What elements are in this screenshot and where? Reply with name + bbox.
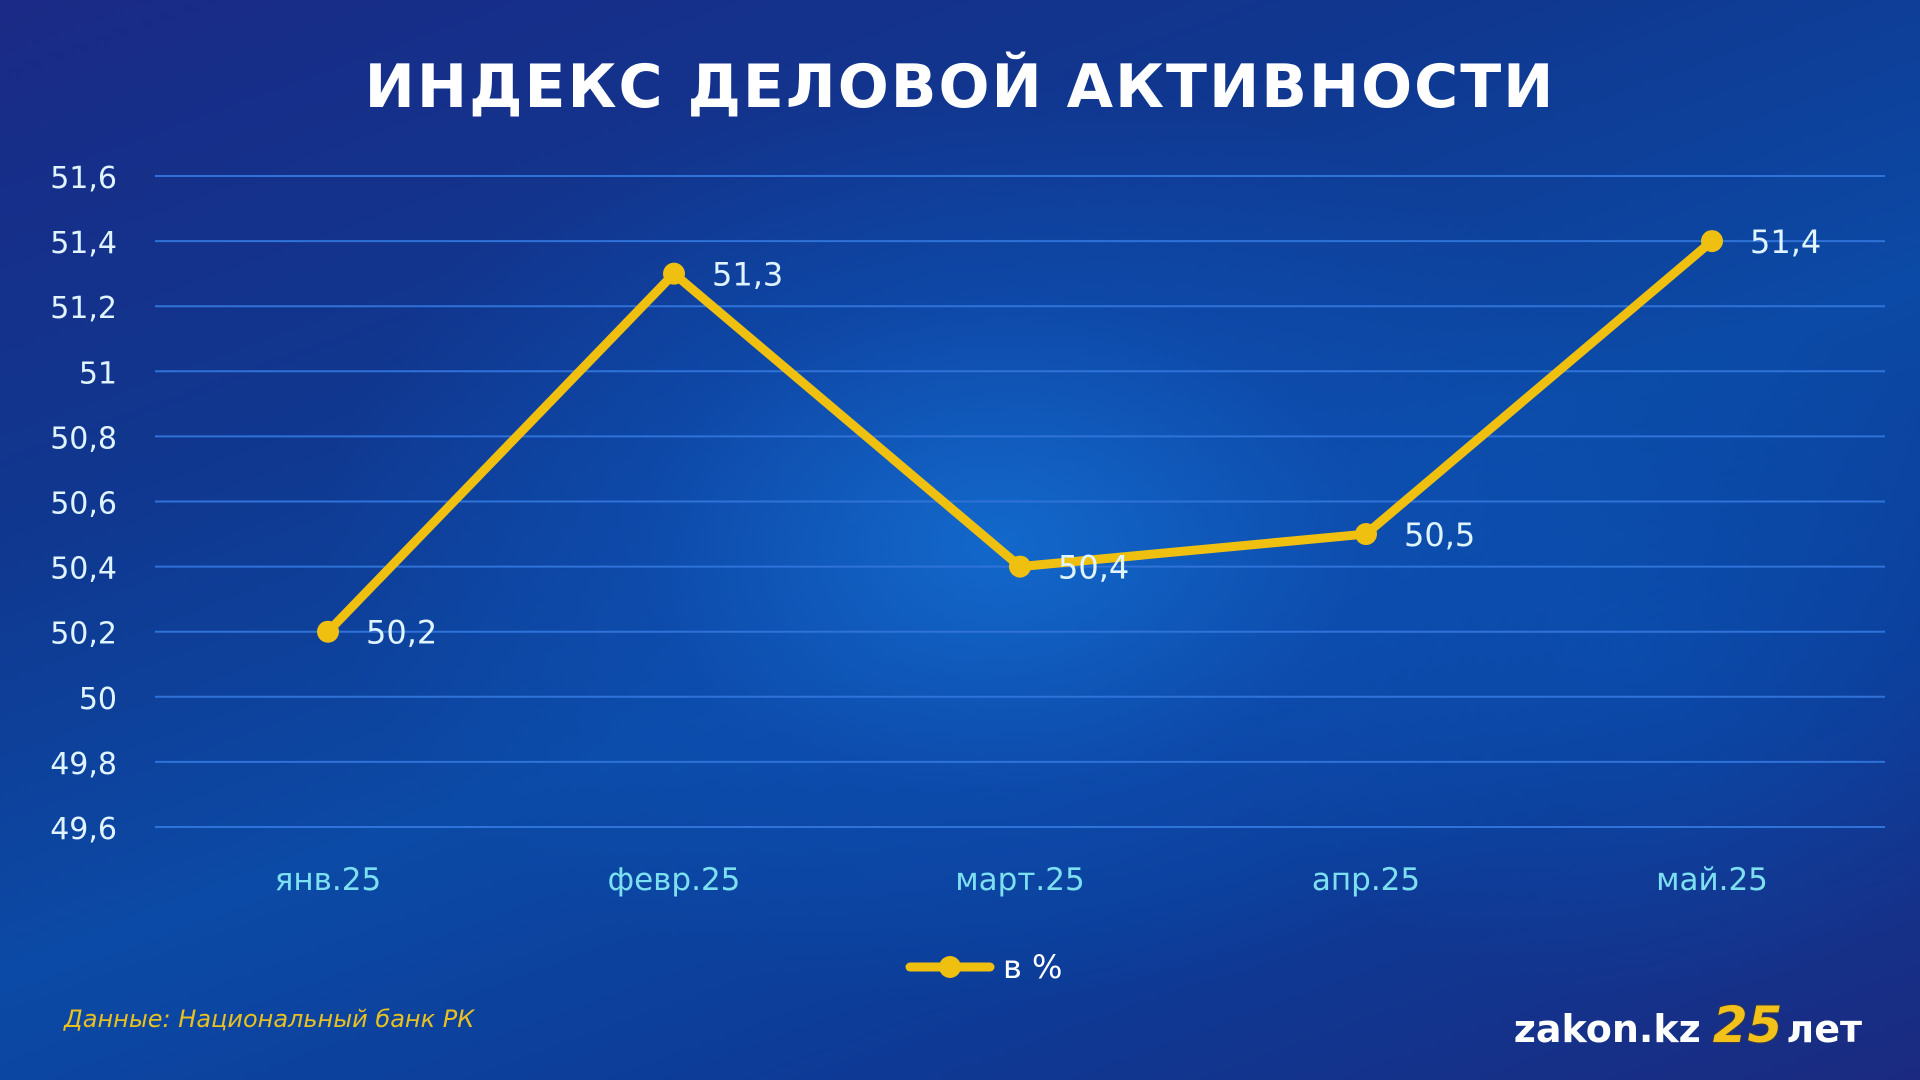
data-label: 51,3 xyxy=(712,256,783,294)
y-tick-label: 51,6 xyxy=(50,161,117,196)
x-tick-label: март.25 xyxy=(955,862,1084,898)
x-tick-label: май.25 xyxy=(1656,862,1768,898)
y-tick-label: 51,4 xyxy=(50,226,117,261)
y-tick-label: 51,2 xyxy=(50,291,117,326)
data-label: 50,4 xyxy=(1058,549,1129,587)
x-tick-label: февр.25 xyxy=(608,862,741,898)
data-point xyxy=(317,620,339,643)
legend-label: в % xyxy=(1003,948,1062,986)
y-tick-label: 50 xyxy=(79,682,117,717)
y-tick-label: 49,8 xyxy=(50,747,117,782)
y-tick-label: 50,6 xyxy=(50,487,117,522)
y-tick-label: 49,6 xyxy=(50,812,117,847)
x-tick-label: янв.25 xyxy=(275,862,382,898)
data-point xyxy=(663,262,685,285)
y-tick-label: 50,8 xyxy=(50,421,117,456)
data-label: 50,5 xyxy=(1404,516,1475,554)
anniversary-word: лет xyxy=(1786,1007,1862,1051)
chart-title: ИНДЕКС ДЕЛОВОЙ АКТИВНОСТИ xyxy=(364,52,1556,122)
y-tick-label: 50,4 xyxy=(50,552,117,587)
x-tick-label: апр.25 xyxy=(1312,862,1420,898)
data-point xyxy=(1009,555,1031,578)
data-label: 51,4 xyxy=(1750,223,1821,261)
data-point xyxy=(1355,523,1377,546)
y-tick-label: 51 xyxy=(79,356,117,391)
brand-name: zakon.kz xyxy=(1513,1007,1701,1051)
anniversary-number: 25 xyxy=(1712,996,1783,1054)
data-label: 50,2 xyxy=(366,614,437,652)
data-point xyxy=(1701,230,1723,253)
y-tick-label: 50,2 xyxy=(50,617,117,652)
legend-marker xyxy=(939,956,961,978)
brand-logo: zakon.kz 25 лет xyxy=(1514,996,1862,1054)
data-source-note: Данные: Национальный банк РК xyxy=(64,1005,475,1033)
